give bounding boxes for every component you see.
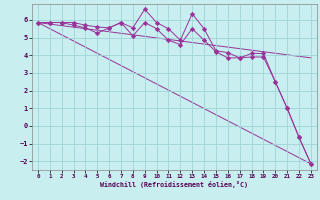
X-axis label: Windchill (Refroidissement éolien,°C): Windchill (Refroidissement éolien,°C) [100, 181, 248, 188]
